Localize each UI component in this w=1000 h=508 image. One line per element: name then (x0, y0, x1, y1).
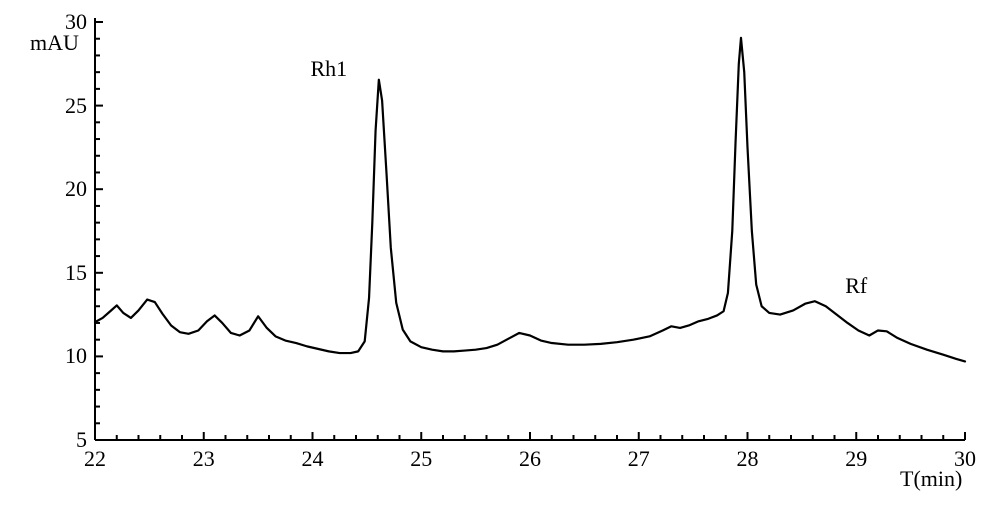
x-tick-label: 22 (84, 446, 106, 472)
y-tick-label: 20 (57, 176, 87, 202)
y-tick-label: 10 (57, 343, 87, 369)
x-tick-label: 27 (628, 446, 650, 472)
x-tick-label: 28 (737, 446, 759, 472)
x-tick-label: 23 (193, 446, 215, 472)
peak-label: Rh1 (310, 56, 347, 82)
x-tick-label: 30 (954, 446, 976, 472)
x-tick-label: 26 (519, 446, 541, 472)
x-tick-label: 29 (845, 446, 867, 472)
x-axis-title: T(min) (900, 466, 962, 492)
chromatogram-chart: mAU T(min) 22232425262728293051015202530… (0, 0, 1000, 508)
y-tick-label: 15 (57, 260, 87, 286)
y-tick-label: 25 (57, 93, 87, 119)
x-tick-label: 25 (410, 446, 432, 472)
chromatogram-curve (95, 38, 965, 362)
y-tick-label: 30 (57, 9, 87, 35)
y-tick-label: 5 (57, 427, 87, 453)
x-tick-label: 24 (302, 446, 324, 472)
chart-svg (0, 0, 1000, 508)
peak-label: Rf (845, 273, 867, 299)
